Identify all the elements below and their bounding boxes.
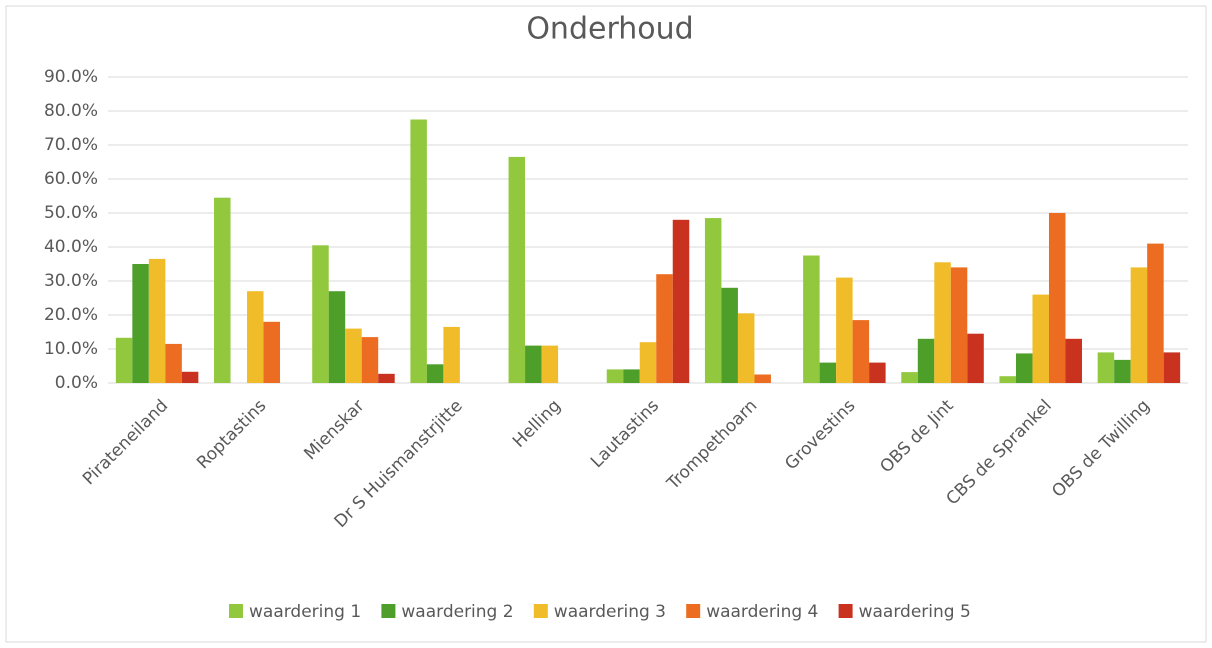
chart-title: Onderhoud — [526, 12, 693, 47]
bar — [1048, 213, 1066, 383]
legend-swatch — [838, 604, 853, 618]
bar — [721, 287, 738, 383]
bar — [639, 342, 657, 383]
y-tick-label: 80.0% — [44, 101, 98, 121]
bar — [345, 328, 362, 383]
legend-label: waardering 1 — [249, 602, 361, 622]
bar — [361, 337, 379, 383]
bar — [132, 264, 149, 383]
bar — [426, 364, 444, 383]
bar — [410, 119, 427, 383]
bar — [508, 156, 526, 383]
legend-swatch — [533, 604, 548, 618]
y-tick-label: 20.0% — [44, 305, 98, 325]
legend-swatch — [686, 604, 701, 618]
bar — [901, 372, 918, 383]
y-tick-label: 0.0% — [55, 373, 98, 393]
bar — [378, 373, 395, 383]
bar — [312, 245, 329, 383]
bar — [541, 345, 559, 383]
bar — [148, 258, 166, 383]
bar — [1097, 352, 1115, 383]
y-tick-label: 50.0% — [44, 203, 98, 223]
legend-label: waardering 4 — [706, 602, 818, 622]
bar — [950, 267, 968, 383]
legend-swatch — [381, 604, 396, 618]
bar — [836, 277, 853, 383]
chart-frame — [5, 5, 1207, 643]
bar — [656, 274, 673, 383]
legend-label: waardering 3 — [554, 602, 666, 622]
bar — [737, 313, 755, 383]
bar — [1130, 267, 1148, 383]
y-tick-label: 10.0% — [44, 339, 98, 359]
bar — [803, 255, 820, 383]
legend-label: waardering 2 — [401, 602, 513, 622]
y-tick-label: 70.0% — [44, 135, 98, 155]
bar — [672, 219, 690, 383]
bar — [819, 362, 837, 383]
bar — [181, 371, 199, 383]
bar — [247, 291, 264, 383]
bar — [852, 320, 870, 383]
legend-swatch — [229, 604, 243, 618]
bar — [934, 262, 951, 383]
y-tick-label: 40.0% — [44, 237, 98, 257]
bar — [606, 369, 624, 383]
bar — [917, 338, 935, 383]
bar — [443, 326, 460, 383]
bar — [1015, 353, 1033, 383]
bar — [214, 197, 231, 383]
bar — [869, 362, 886, 383]
bar — [328, 291, 346, 383]
bar — [115, 337, 133, 383]
bar — [525, 345, 542, 383]
bar — [623, 369, 640, 383]
bar — [1147, 243, 1164, 383]
bar — [263, 321, 281, 383]
bar — [967, 333, 984, 383]
y-tick-label: 90.0% — [44, 67, 98, 87]
bar — [1065, 338, 1082, 383]
bar — [165, 343, 182, 383]
y-tick-label: 30.0% — [44, 271, 98, 291]
legend-label: waardering 5 — [859, 602, 971, 622]
bar — [1163, 352, 1181, 383]
bar — [704, 218, 722, 383]
bar — [999, 376, 1016, 383]
bar — [1114, 359, 1131, 383]
bar — [754, 374, 771, 383]
y-tick-label: 60.0% — [44, 169, 98, 189]
bar — [1032, 294, 1049, 383]
